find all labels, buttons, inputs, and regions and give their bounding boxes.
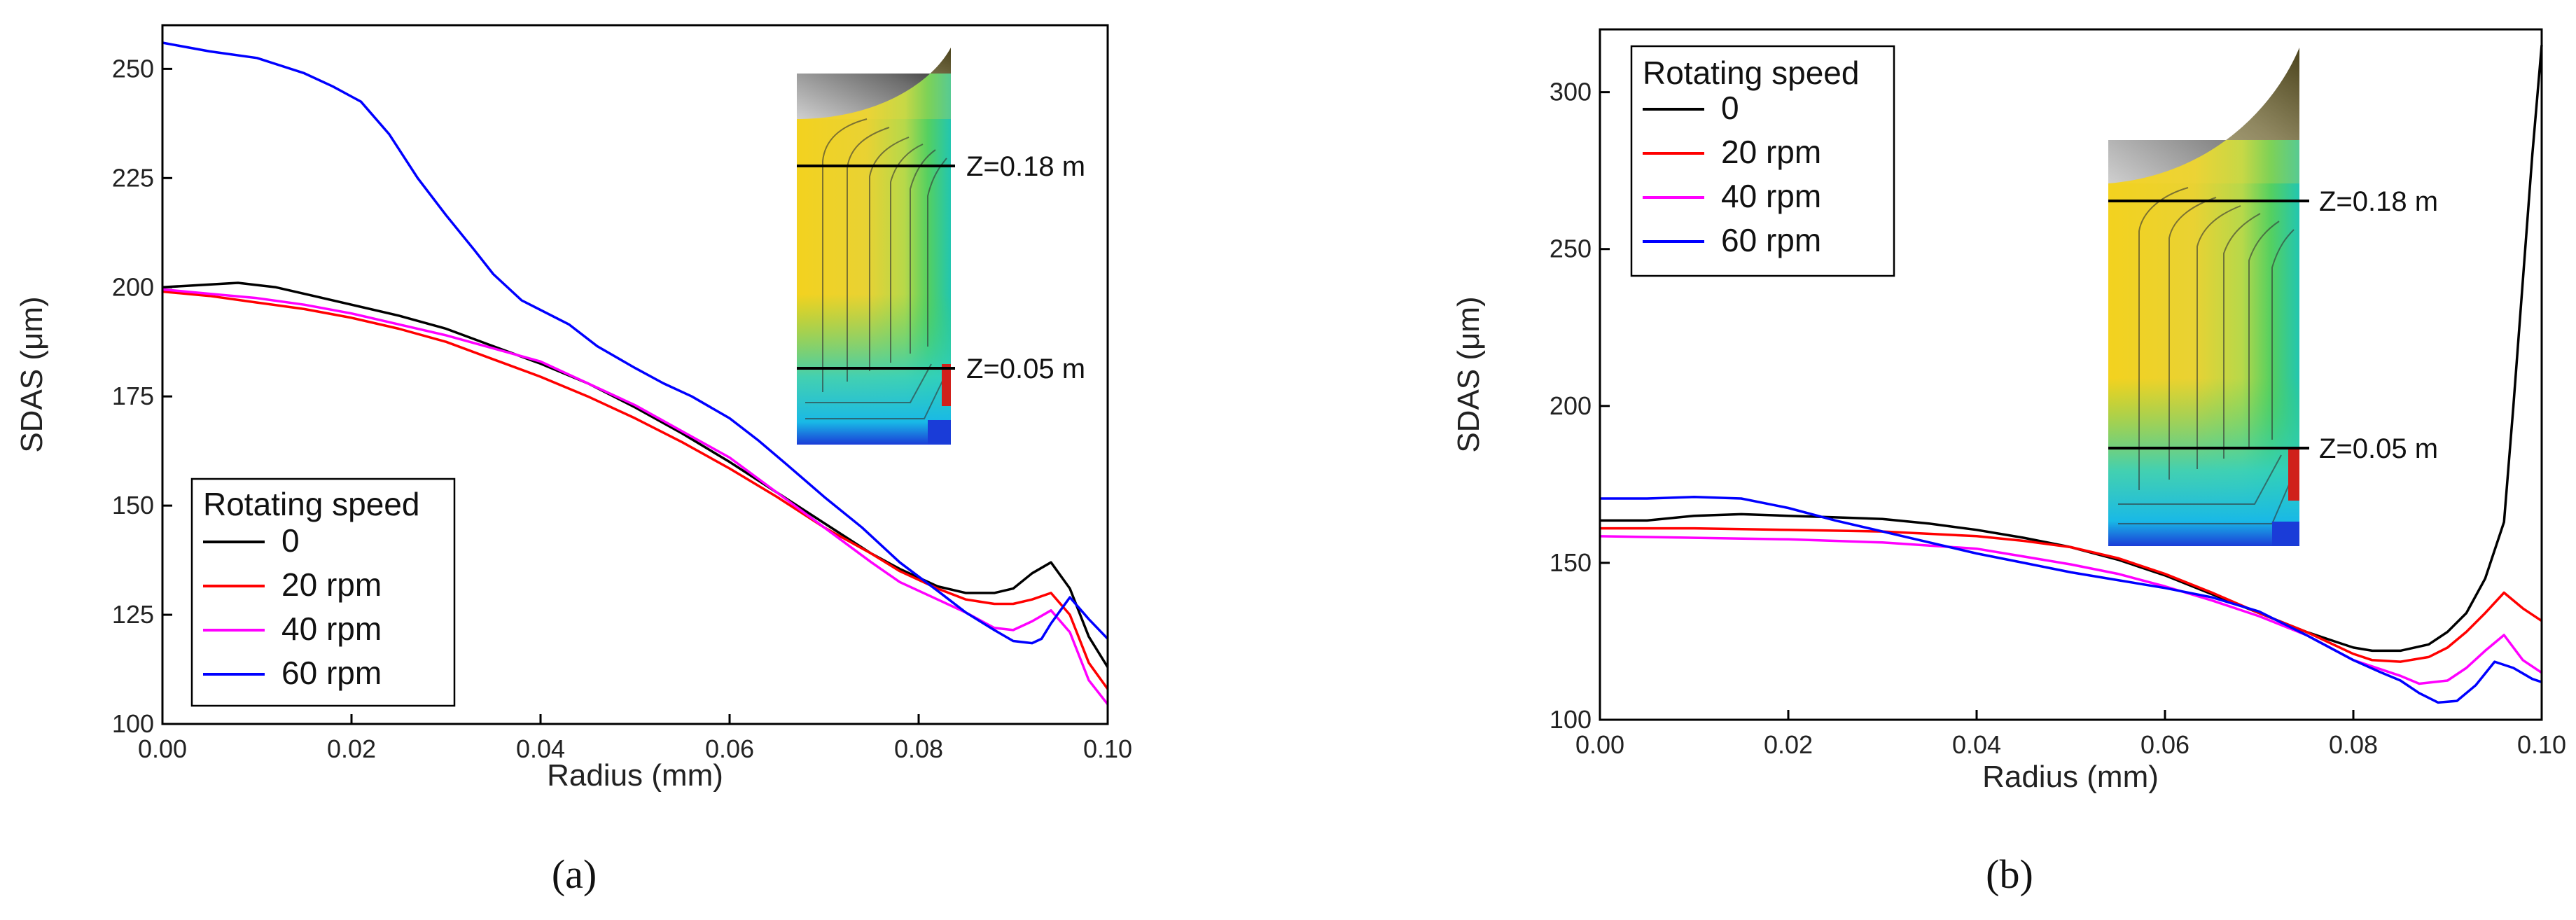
inset-contour-image-a [797, 48, 951, 445]
x-axis-ticks-b: 0.00 0.02 0.04 0.06 0.08 0.10 [1575, 710, 2566, 759]
series-line-1 [162, 281, 1109, 668]
y-tick-label: 150 [1550, 548, 1592, 577]
series-group-a [162, 41, 1109, 705]
y-axis-ticks-a: 100 125 150 175 200 225 250 [112, 54, 172, 738]
x-tick-label: 0.08 [894, 734, 943, 763]
series-line-3 [1599, 535, 2542, 685]
x-tick-label: 0.08 [2329, 730, 2378, 759]
z-label-005-b: Z=0.05 m [2319, 433, 2438, 464]
y-tick-label: 250 [1550, 235, 1592, 263]
z-line-005-a: Z=0.05 m [797, 354, 1085, 384]
z-label-018-b: Z=0.18 m [2319, 186, 2438, 217]
x-tick-label: 0.10 [2517, 730, 2566, 759]
x-axis-ticks-a: 0.00 0.02 0.04 0.06 0.08 0.10 [138, 714, 1132, 763]
y-tick-label: 125 [112, 600, 154, 629]
legend-label: 20 rpm [281, 566, 382, 603]
legend-label: 40 rpm [1721, 178, 1821, 214]
x-tick-label: 0.00 [138, 734, 187, 763]
y-tick-label: 200 [112, 272, 154, 301]
plot-frame-a [161, 24, 1109, 725]
x-tick-label: 0.06 [2140, 730, 2189, 759]
y-tick-label: 100 [1550, 705, 1592, 734]
y-axis-title-b: SDAS (μm) [1451, 296, 1486, 452]
legend-title-a: Rotating speed [203, 486, 419, 522]
legend-box-b [1630, 45, 1895, 277]
x-tick-label: 0.02 [327, 734, 376, 763]
series-line-4 [162, 41, 1109, 645]
z-label-018-a: Z=0.18 m [966, 151, 1085, 182]
x-tick-label: 0.10 [1083, 734, 1132, 763]
inset-contour-image-b [2108, 48, 2299, 546]
z-line-018-a: Z=0.18 m [797, 151, 1085, 182]
legend-label: 60 rpm [1721, 222, 1821, 258]
legend-box-a [190, 478, 456, 707]
series-line-4 [1600, 496, 2542, 704]
y-tick-label: 200 [1550, 391, 1592, 420]
legend-a: Rotating speed 0 20 rpm 40 rpm 60 rpm [190, 478, 456, 707]
plot-frame-b [1599, 28, 2543, 721]
y-tick-label: 100 [112, 709, 154, 738]
y-tick-label: 175 [112, 382, 154, 410]
legend-label: 20 rpm [1721, 134, 1821, 170]
y-tick-label: 250 [112, 54, 154, 83]
legend-b: Rotating speed 0 20 rpm 40 rpm 60 rpm [1630, 45, 1895, 277]
y-tick-label: 225 [112, 163, 154, 192]
x-axis-title-a: Radius (mm) [547, 758, 723, 793]
x-axis-title-b: Radius (mm) [1982, 760, 2159, 794]
z-line-005-b: Z=0.05 m [2108, 433, 2438, 464]
panel-label-b: (b) [1986, 851, 2033, 897]
panel-label-a: (a) [552, 851, 597, 897]
y-tick-label: 150 [112, 491, 154, 520]
legend-title-b: Rotating speed [1643, 55, 1859, 91]
y-axis-title-a: SDAS (μm) [15, 296, 49, 452]
legend-label: 0 [281, 522, 300, 559]
legend-label: 60 rpm [281, 655, 382, 691]
x-tick-label: 0.02 [1764, 730, 1813, 759]
x-tick-label: 0.00 [1575, 730, 1624, 759]
y-axis-ticks-b: 100 150 200 250 300 [1550, 78, 1610, 734]
legend-items-b: 0 20 rpm 40 rpm 60 rpm [1643, 90, 1821, 258]
series-group-b [1599, 45, 2543, 704]
z-label-005-a: Z=0.05 m [966, 354, 1085, 384]
legend-items-a: 0 20 rpm 40 rpm 60 rpm [203, 522, 382, 691]
y-tick-label: 300 [1550, 78, 1592, 106]
x-tick-label: 0.06 [705, 734, 754, 763]
panel-b: 100 150 200 250 300 0.00 0.02 0.04 0.06 0.08 0.10 [1451, 28, 2566, 897]
legend-label: 0 [1721, 90, 1739, 126]
x-tick-label: 0.04 [516, 734, 565, 763]
series-line-2 [162, 290, 1109, 690]
legend-label: 40 rpm [281, 611, 382, 647]
series-line-3 [162, 288, 1109, 705]
z-line-018-b: Z=0.18 m [2108, 186, 2438, 217]
x-tick-label: 0.04 [1952, 730, 2001, 759]
series-line-2 [1600, 527, 2542, 663]
